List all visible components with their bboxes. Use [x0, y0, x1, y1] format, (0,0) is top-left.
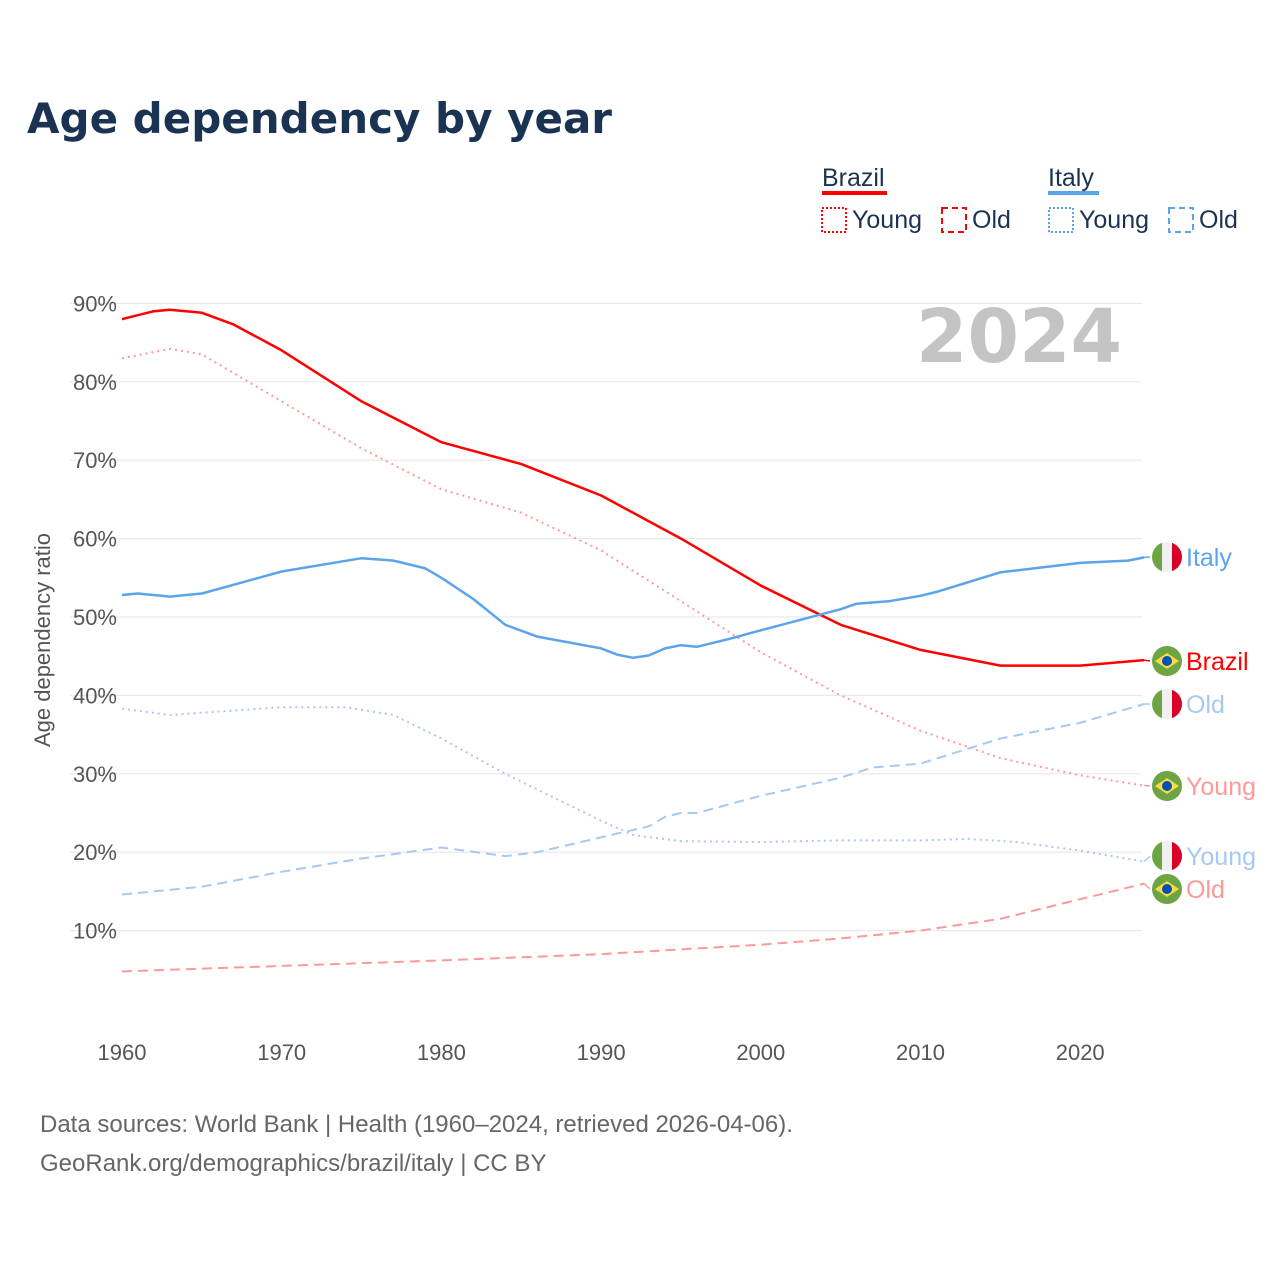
flag-white	[1162, 841, 1172, 871]
x-tick-label: 2020	[1056, 1040, 1105, 1065]
year-watermark: 2024	[916, 294, 1122, 380]
flag-red	[1172, 542, 1182, 572]
y-tick-label: 60%	[73, 527, 117, 552]
italy-flag-icon	[1152, 689, 1182, 719]
flag-red	[1172, 841, 1182, 871]
end-label-italy-young: Young	[1143, 841, 1256, 871]
legend-brazil-old-swatch	[941, 207, 967, 233]
legend-brazil-old[interactable]: Old	[972, 206, 1011, 234]
series-line-brazil	[121, 308, 1145, 667]
end-label-text: Old	[1186, 876, 1225, 904]
leader-line	[1143, 883, 1151, 890]
end-labels: Brazil Young Old Italy Young Old	[1143, 542, 1256, 904]
end-label-text: Brazil	[1186, 648, 1249, 676]
leader-line	[1143, 855, 1151, 863]
end-label-italy-old: Old	[1144, 689, 1225, 719]
series-line-brazil-old	[121, 882, 1145, 973]
footer-sources: Data sources: World Bank | Health (1960–…	[40, 1111, 793, 1138]
legend-italy-old[interactable]: Old	[1199, 206, 1238, 234]
brazil-flag-icon	[1152, 646, 1182, 676]
flag-white	[1162, 689, 1172, 719]
legend-italy-young[interactable]: Young	[1079, 206, 1149, 234]
x-tick-label: 1960	[98, 1040, 147, 1065]
legend-italy-old-swatch	[1168, 207, 1194, 233]
footer-link[interactable]: GeoRank.org/demographics/brazil/italy | …	[40, 1150, 546, 1177]
end-label-text: Italy	[1186, 544, 1232, 572]
brazil-flag-icon	[1152, 874, 1182, 904]
series-lines	[121, 308, 1145, 973]
flag-globe	[1162, 656, 1172, 666]
legend-brazil-young-swatch	[821, 207, 847, 233]
series-line-italy-old	[121, 703, 1145, 896]
legend-brazil-swatch	[822, 191, 887, 195]
x-tick-label: 1980	[417, 1040, 466, 1065]
end-label-text: Young	[1186, 773, 1256, 801]
end-label-text: Young	[1186, 843, 1256, 871]
legend: Brazil Young Old Italy Young Old	[821, 164, 1238, 234]
y-tick-label: 70%	[73, 448, 117, 473]
x-tick-label: 2010	[896, 1040, 945, 1065]
y-tick-label: 80%	[73, 370, 117, 395]
series-line-italy-young	[121, 706, 1145, 863]
legend-brazil[interactable]: Brazil	[822, 164, 885, 192]
series-line-italy	[121, 556, 1145, 660]
chart-title: Age dependency by year	[27, 94, 612, 143]
end-label-brazil-old: Old	[1143, 874, 1225, 904]
flag-green	[1152, 841, 1162, 871]
gridlines	[70, 302, 1142, 932]
y-tick-label: 10%	[73, 919, 117, 944]
y-tick-label: 20%	[73, 840, 117, 865]
y-axis: 10% 20% 30% 40% 50% 60% 70% 80% 90%	[73, 291, 117, 943]
y-tick-label: 90%	[73, 291, 117, 316]
x-tick-label: 2000	[736, 1040, 785, 1065]
y-tick-label: 30%	[73, 762, 117, 787]
italy-flag-icon	[1152, 542, 1182, 572]
y-tick-label: 40%	[73, 683, 117, 708]
flag-red	[1172, 689, 1182, 719]
flag-green	[1152, 689, 1162, 719]
legend-italy[interactable]: Italy	[1048, 164, 1094, 192]
leader-line	[1143, 659, 1151, 662]
end-label-brazil-young: Young	[1144, 771, 1256, 801]
italy-flag-icon	[1152, 841, 1182, 871]
end-label-text: Old	[1186, 691, 1225, 719]
x-axis: 1960 1970 1980 1990 2000 2010 2020	[98, 1040, 1105, 1065]
y-tick-label: 50%	[73, 605, 117, 630]
flag-globe	[1162, 781, 1172, 791]
x-tick-label: 1990	[577, 1040, 626, 1065]
end-label-brazil: Brazil	[1143, 646, 1249, 676]
end-label-italy: Italy	[1144, 542, 1232, 572]
legend-italy-young-swatch	[1048, 207, 1074, 233]
flag-white	[1162, 542, 1172, 572]
flag-globe	[1162, 884, 1172, 894]
y-axis-label: Age dependency ratio	[30, 533, 55, 747]
legend-brazil-young[interactable]: Young	[852, 206, 922, 234]
brazil-flag-icon	[1152, 771, 1182, 801]
legend-italy-swatch	[1048, 191, 1099, 195]
series-line-brazil-young	[121, 347, 1145, 787]
flag-green	[1152, 542, 1162, 572]
x-tick-label: 1970	[257, 1040, 306, 1065]
